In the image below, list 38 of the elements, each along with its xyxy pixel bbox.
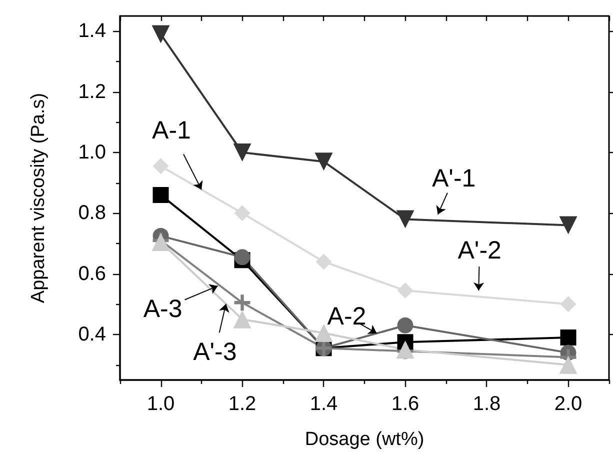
point [234,294,250,311]
y-tick-label: 1.0 [78,142,106,164]
point [560,296,576,312]
annotation: A'-2 [458,236,502,265]
annotation: A-1 [152,116,191,145]
annotation: A-2 [327,302,366,330]
x-tick-label: 1.0 [146,393,175,415]
point [396,210,414,228]
x-tick-label: 1.6 [391,393,420,415]
point [234,249,250,266]
point [316,254,332,270]
x-tick-label: 2.0 [554,393,582,415]
point [233,310,252,328]
y-tick-label: 0.6 [78,262,106,285]
point [397,317,414,334]
x-tick-label: 1.4 [310,393,338,415]
y-tick-label: 0.8 [78,202,106,224]
annotation: A'-3 [193,338,237,366]
point [397,282,414,299]
point [152,186,169,203]
y-tick-label: 1.4 [78,20,106,42]
x-tick-label: 1.8 [472,393,501,415]
x-tick-label: 1.2 [228,393,256,415]
point [234,205,250,222]
point [559,216,578,234]
annotation: A'-1 [432,164,476,192]
x-axis-title: Dosage (wt%) [304,429,424,450]
point [560,330,576,346]
point [314,324,333,342]
y-tick-label: 0.4 [78,324,106,346]
point [152,158,169,174]
point [233,144,252,162]
point [559,356,578,374]
point [152,25,170,44]
y-tick-label: 1.2 [78,80,106,103]
annotation: A-3 [143,294,182,323]
point [314,152,333,171]
y-axis-title: Apparent viscosity (Pa.s) [28,92,49,304]
